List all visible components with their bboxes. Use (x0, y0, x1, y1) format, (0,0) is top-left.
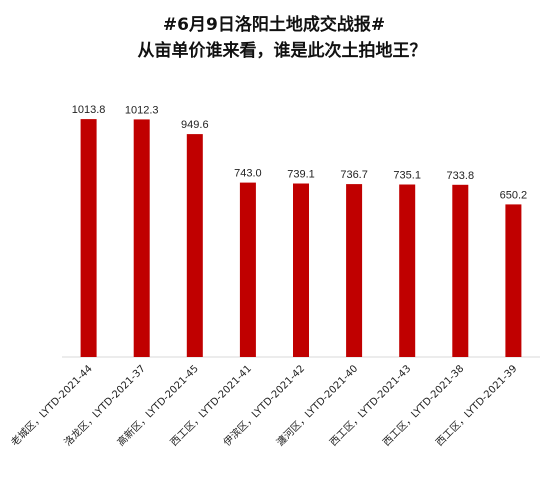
chart-title: #6月9日洛阳土地成交战报# (163, 14, 385, 35)
bar (239, 182, 256, 357)
bar (399, 184, 416, 357)
bar (346, 184, 363, 357)
bar (293, 183, 309, 357)
bars-group: 1013.8老城区，LYTD-2021-441012.3洛龙区，LYTD-202… (8, 104, 527, 448)
bar (452, 184, 469, 357)
data-label: 739.1 (287, 169, 315, 181)
bar (186, 134, 203, 357)
data-label: 949.6 (181, 119, 209, 131)
data-label: 1012.3 (125, 104, 159, 116)
bar (505, 204, 522, 357)
bar (133, 119, 150, 358)
data-label: 735.1 (393, 170, 421, 182)
bar (80, 119, 97, 357)
data-label: 650.2 (500, 189, 528, 201)
data-label: 743.0 (234, 168, 262, 180)
data-label: 736.7 (340, 169, 368, 181)
chart-subtitle: 从亩单价谁来看，谁是此次土拍地王？ (138, 40, 427, 61)
data-label: 1013.8 (72, 104, 106, 116)
data-label: 733.8 (447, 170, 475, 182)
